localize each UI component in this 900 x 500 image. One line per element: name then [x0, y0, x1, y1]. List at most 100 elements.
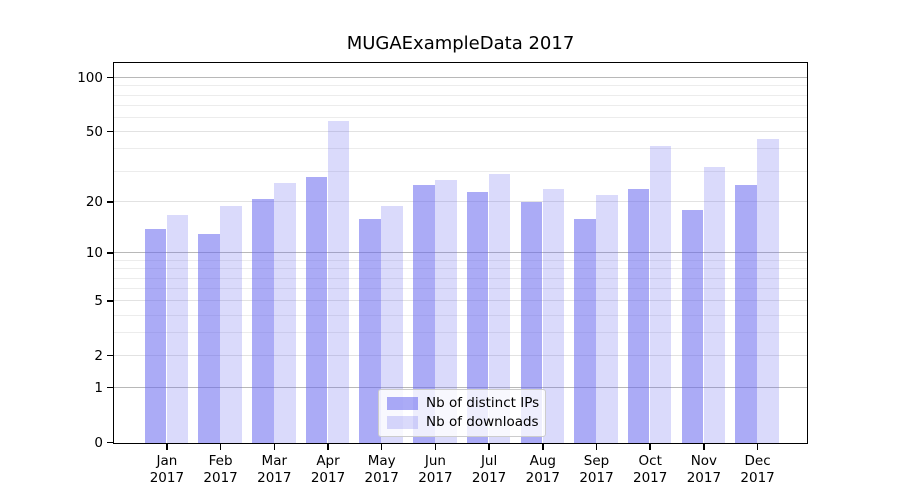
- bar-downloads-jul: [488, 174, 511, 443]
- bar-downloads-oct: [649, 145, 672, 443]
- bar-ips-feb: [198, 234, 220, 443]
- gridline-minor-7: [114, 277, 807, 279]
- legend-swatch-1: [387, 416, 418, 429]
- legend-label-1: Nb of downloads: [426, 414, 539, 430]
- gridline-minor-60: [114, 117, 807, 119]
- gridline-100: [114, 77, 807, 79]
- x-tick-sep: [595, 444, 598, 450]
- gridline-minor-90: [114, 85, 807, 87]
- x-label-year: 2017: [633, 469, 668, 486]
- bar-downloads-nov: [703, 166, 726, 443]
- chart-title: MUGAExampleData 2017: [346, 33, 575, 54]
- x-tick-jun: [434, 444, 437, 450]
- x-tick-label-aug: Aug 2017: [508, 453, 578, 486]
- y-tick-label-2: 2: [94, 347, 103, 364]
- x-label-month: Mar: [261, 453, 288, 469]
- legend: Nb of distinct IPs Nb of downloads: [378, 389, 546, 437]
- x-label-year: 2017: [257, 469, 292, 486]
- bar-ips-may: [359, 219, 381, 443]
- y-tick-2: [107, 354, 113, 357]
- x-tick-label-nov: Nov 2017: [669, 453, 739, 486]
- x-label-month: May: [367, 453, 396, 469]
- x-tick-label-apr: Apr 2017: [293, 453, 363, 486]
- bar-ips-jul: [466, 191, 489, 443]
- bar-downloads-apr: [327, 120, 350, 443]
- y-tick-5: [107, 300, 113, 302]
- x-label-year: 2017: [740, 469, 775, 486]
- bar-ips-dec: [735, 185, 757, 443]
- legend-row-0: Nb of distinct IPs: [387, 395, 540, 411]
- x-tick-label-dec: Dec 2017: [723, 453, 793, 486]
- bar-downloads-mar: [274, 182, 296, 443]
- bar-downloads-dec: [757, 138, 779, 443]
- x-tick-mar: [273, 444, 276, 450]
- x-tick-aug: [542, 444, 544, 450]
- legend-label-0: Nb of distinct IPs: [426, 395, 540, 411]
- y-tick-label-0: 0: [94, 434, 103, 451]
- gridline-minor-9: [114, 260, 807, 261]
- bar-downloads-may: [381, 206, 403, 443]
- x-label-month: Oct: [638, 453, 662, 469]
- x-tick-feb: [219, 444, 222, 450]
- bar-ips-aug: [520, 202, 543, 443]
- x-label-year: 2017: [364, 469, 399, 486]
- gridline-minor-3: [114, 332, 807, 334]
- x-tick-nov: [703, 444, 705, 450]
- x-label-month: Nov: [690, 453, 718, 469]
- legend-row-1: Nb of downloads: [387, 414, 539, 430]
- x-label-year: 2017: [149, 469, 185, 486]
- x-label-month: Sep: [583, 453, 610, 469]
- y-tick-label-20: 20: [85, 193, 103, 210]
- y-tick-50: [107, 130, 113, 133]
- x-tick-label-jul: Jul 2017: [454, 453, 524, 486]
- x-label-year: 2017: [579, 469, 614, 486]
- x-tick-label-sep: Sep 2017: [562, 453, 632, 486]
- x-label-year: 2017: [471, 469, 507, 486]
- gridline-minor-8: [114, 268, 807, 270]
- x-tick-jul: [488, 444, 490, 450]
- x-tick-dec: [756, 444, 759, 450]
- gridline-10: [114, 252, 807, 254]
- x-label-month: Aug: [529, 453, 556, 469]
- x-tick-apr: [327, 444, 329, 450]
- gridline-minor-6: [114, 288, 807, 290]
- x-tick-label-feb: Feb 2017: [186, 453, 256, 486]
- x-label-year: 2017: [525, 469, 560, 486]
- gridline-5: [114, 300, 807, 302]
- bar-ips-jun: [413, 185, 435, 443]
- bar-ips-sep: [574, 219, 596, 443]
- bar-downloads-feb: [220, 206, 242, 443]
- plot-area: Nb of distinct IPs Nb of downloads: [113, 62, 808, 444]
- y-tick-label-100: 100: [77, 69, 103, 86]
- legend-swatch-0: [387, 397, 418, 410]
- x-tick-jan: [166, 444, 168, 450]
- x-label-month: Apr: [316, 453, 340, 469]
- y-tick-1: [107, 386, 113, 389]
- x-tick-may: [380, 444, 383, 450]
- y-tick-label-50: 50: [85, 123, 103, 140]
- x-tick-label-jan: Jan 2017: [132, 453, 202, 486]
- bar-ips-mar: [252, 198, 274, 443]
- bar-downloads-jun: [435, 179, 457, 443]
- y-tick-0: [107, 441, 113, 444]
- gridline-minor-40: [114, 148, 807, 150]
- x-label-month: Jan: [156, 453, 178, 469]
- x-label-month: Feb: [208, 453, 233, 469]
- bar-downloads-jan: [166, 214, 189, 443]
- y-tick-20: [107, 201, 113, 203]
- x-tick-label-oct: Oct 2017: [615, 453, 685, 486]
- y-tick-100: [107, 76, 113, 79]
- x-label-month: Dec: [744, 453, 771, 469]
- y-tick-10: [107, 252, 113, 254]
- bar-ips-jan: [144, 228, 167, 443]
- gridline-1: [114, 387, 807, 389]
- x-tick-label-mar: Mar 2017: [239, 453, 309, 486]
- x-tick-label-may: May 2017: [347, 453, 417, 486]
- x-tick-oct: [649, 444, 651, 450]
- gridline-minor-80: [114, 94, 807, 96]
- x-label-year: 2017: [418, 469, 453, 486]
- gridline-minor-4: [114, 314, 807, 316]
- bar-ips-apr: [305, 176, 328, 443]
- bar-ips-nov: [681, 210, 704, 443]
